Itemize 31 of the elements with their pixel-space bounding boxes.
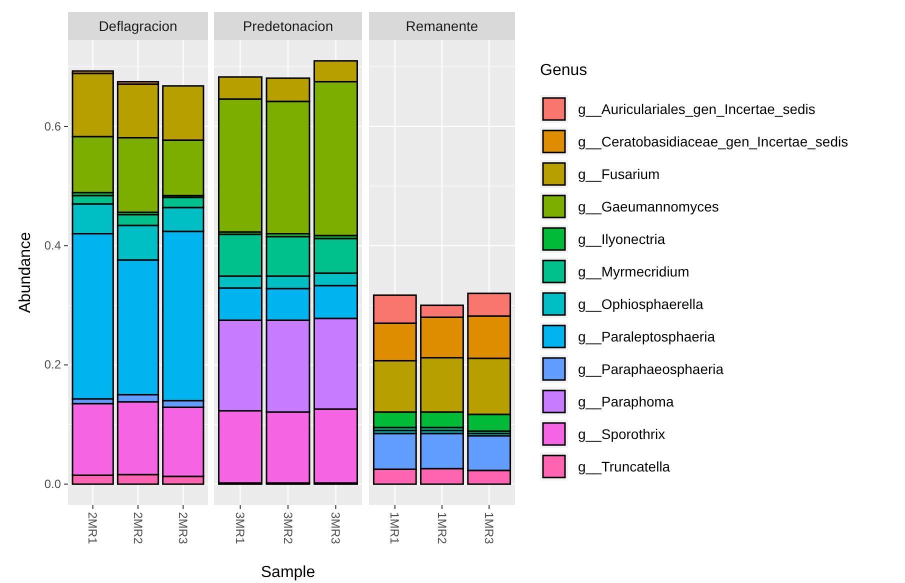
legend-title: Genus [540,62,588,79]
legend-label: g__Paraphoma [578,394,674,410]
x-tick-label: 3MR3 [328,512,343,544]
legend-label: g__Fusarium [578,166,660,182]
legend-label: g__Auriculariales_gen_Incertae_sedis [578,101,816,117]
legend-label: g__Myrmecridium [578,264,690,280]
legend-label: g__Gaeumannomyces [578,198,719,214]
x-axis-title: Sample [260,564,316,581]
x-tick-label: 2MR1 [86,512,100,544]
x-tick-label: 3MR1 [233,512,248,544]
x-tick-label: 2MR3 [176,512,190,544]
chart-title: Predetonacion [242,18,334,34]
legend-label: g__Ophiosphaerella [578,296,704,312]
y-tick-label: 0.4 [44,238,62,253]
legend-label: g__Paraleptosphaeria [578,328,716,344]
legend-label: g__Ceratobasidiaceae_gen_Incertae_sedis [578,134,848,150]
chart-title: Remanente [406,18,478,34]
y-tick-label: 0.0 [44,476,62,491]
x-tick-label: 1MR3 [482,512,496,544]
legend-label: g__Truncatella [578,458,670,474]
chart-title: Deflagracion [98,18,178,34]
x-tick-label: 1MR1 [388,512,402,544]
x-tick-label: 3MR2 [280,512,295,544]
y-tick-label: 0.2 [44,358,62,372]
y-tick-label: 0.6 [44,119,62,134]
y-axis-title: Abundance [17,232,34,313]
x-tick-label: 2MR2 [130,512,145,544]
legend-label: g__Paraphaeosphaeria [578,361,724,377]
x-tick-label: 1MR2 [434,512,449,544]
legend-label: g__Ilyonectria [578,231,666,247]
legend-label: g__Sporothrix [578,426,666,442]
